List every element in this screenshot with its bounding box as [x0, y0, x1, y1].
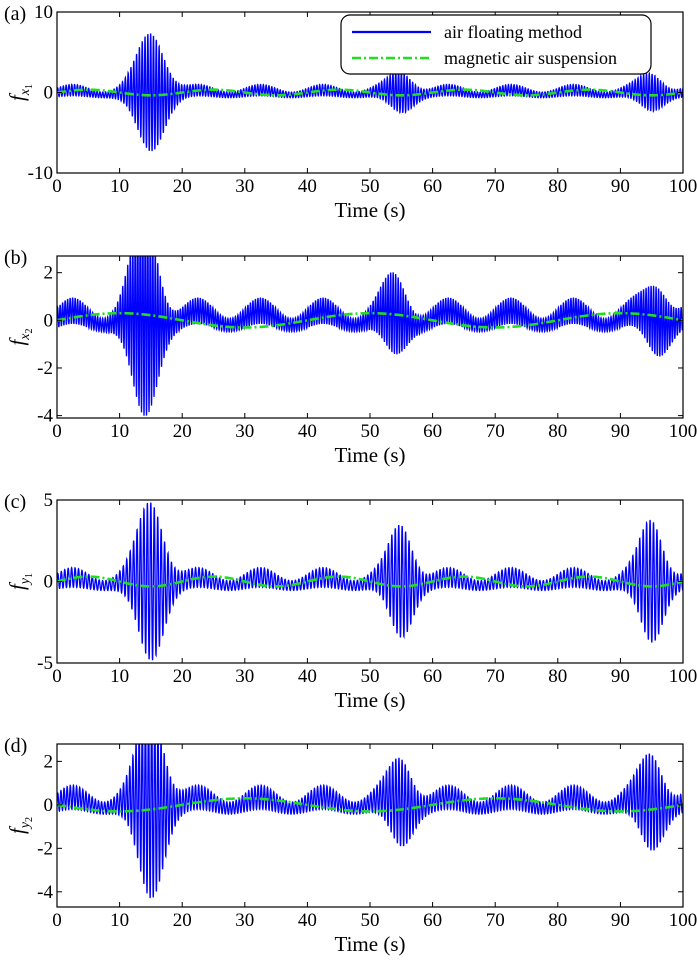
x-tick-label: 20	[173, 910, 192, 931]
y-tick-label: 2	[44, 751, 54, 772]
y-tick-label: -5	[37, 653, 53, 674]
x-tick-label: 100	[669, 176, 697, 197]
x-tick-label: 20	[173, 176, 192, 197]
y-tick-label: 0	[44, 795, 54, 816]
x-tick-label: 80	[548, 176, 567, 197]
legend-label: air floating method	[444, 22, 582, 42]
y-tick-label: -4	[37, 882, 53, 903]
x-tick-label: 0	[52, 176, 62, 197]
x-tick-label: 30	[235, 666, 254, 687]
y-tick-label: 2	[44, 263, 54, 284]
x-tick-label: 60	[423, 666, 442, 687]
x-tick-label: 30	[235, 421, 254, 442]
legend-box	[340, 14, 652, 75]
y-tick-label: 10	[34, 2, 53, 23]
panel-label: (d)	[4, 735, 27, 757]
x-axis-label: Time (s)	[335, 688, 406, 712]
series-line-air-floating-method	[57, 33, 683, 152]
x-tick-label: 60	[423, 176, 442, 197]
x-tick-label: 80	[548, 910, 567, 931]
panel-b: 0 10 20 30 40 50 60 70 80 90 100 -4 -2 0 2 (b) fx2 Time (…	[4, 247, 697, 467]
y-axis-label: fy2	[5, 817, 35, 834]
x-tick-label: 90	[611, 666, 630, 687]
x-tick-label: 100	[669, 666, 697, 687]
x-tick-label: 90	[611, 176, 630, 197]
x-tick-label: 90	[611, 910, 630, 931]
x-axis-label: Time (s)	[335, 198, 406, 222]
x-tick-label: 30	[235, 176, 254, 197]
y-tick-label: 0	[44, 310, 54, 331]
x-tick-label: 10	[110, 176, 129, 197]
series-line-air-floating-method	[57, 744, 683, 899]
x-tick-label: 0	[52, 421, 62, 442]
series-line-magnetic-air-suspension	[57, 311, 683, 329]
series-line-magnetic-air-suspension	[57, 797, 683, 813]
y-tick-label: 5	[44, 490, 54, 511]
x-tick-label: 100	[669, 910, 697, 931]
panel-label: (b)	[4, 247, 27, 269]
x-tick-label: 60	[423, 421, 442, 442]
x-tick-label: 50	[361, 910, 380, 931]
x-axis-label: Time (s)	[335, 443, 406, 467]
x-tick-label: 50	[361, 421, 380, 442]
x-tick-label: 100	[669, 421, 697, 442]
series-line-air-floating-method	[57, 256, 683, 416]
x-tick-label: 20	[173, 421, 192, 442]
plot-area	[57, 744, 683, 899]
series-line-air-floating-method	[57, 502, 683, 661]
x-tick-label: 40	[298, 666, 317, 687]
x-tick-label: 50	[361, 176, 380, 197]
x-tick-label: 60	[423, 910, 442, 931]
x-tick-label: 70	[486, 421, 505, 442]
y-axis-label: fx1	[5, 84, 35, 101]
x-tick-label: 40	[298, 421, 317, 442]
x-tick-label: 50	[361, 666, 380, 687]
series-line-magnetic-air-suspension	[57, 88, 683, 97]
x-tick-label: 70	[486, 910, 505, 931]
legend-label: magnetic air suspension	[444, 48, 617, 68]
y-tick-label: 0	[44, 83, 54, 104]
y-axis-label: fy1	[5, 573, 35, 590]
y-tick-label: -10	[28, 163, 53, 184]
x-tick-label: 30	[235, 910, 254, 931]
plot-area	[57, 256, 683, 416]
panel-d: 0 10 20 30 40 50 60 70 80 90 100 -4 -2 0 2 (d) fy2 Time (…	[4, 735, 697, 956]
x-tick-label: 40	[298, 910, 317, 931]
plot-area	[57, 33, 683, 152]
panel-label: (a)	[4, 3, 26, 25]
x-tick-label: 10	[110, 421, 129, 442]
y-tick-label: -4	[37, 406, 53, 427]
y-tick-label: 0	[44, 572, 54, 593]
x-tick-label: 10	[110, 666, 129, 687]
x-tick-label: 40	[298, 176, 317, 197]
x-tick-label: 0	[52, 666, 62, 687]
plot-area	[57, 502, 683, 661]
panel-label: (c)	[4, 491, 26, 513]
x-tick-label: 10	[110, 910, 129, 931]
x-tick-label: 90	[611, 421, 630, 442]
x-tick-label: 0	[52, 910, 62, 931]
x-tick-label: 70	[486, 176, 505, 197]
legend: air floating method magnetic air suspensi…	[340, 14, 652, 75]
x-tick-label: 80	[548, 421, 567, 442]
series-line-magnetic-air-suspension	[57, 575, 683, 588]
x-tick-label: 70	[486, 666, 505, 687]
y-tick-label: -2	[37, 358, 53, 379]
x-axis-label: Time (s)	[335, 932, 406, 956]
x-tick-label: 80	[548, 666, 567, 687]
x-tick-label: 20	[173, 666, 192, 687]
y-tick-label: -2	[37, 838, 53, 859]
y-axis-label: fx2	[5, 328, 35, 345]
